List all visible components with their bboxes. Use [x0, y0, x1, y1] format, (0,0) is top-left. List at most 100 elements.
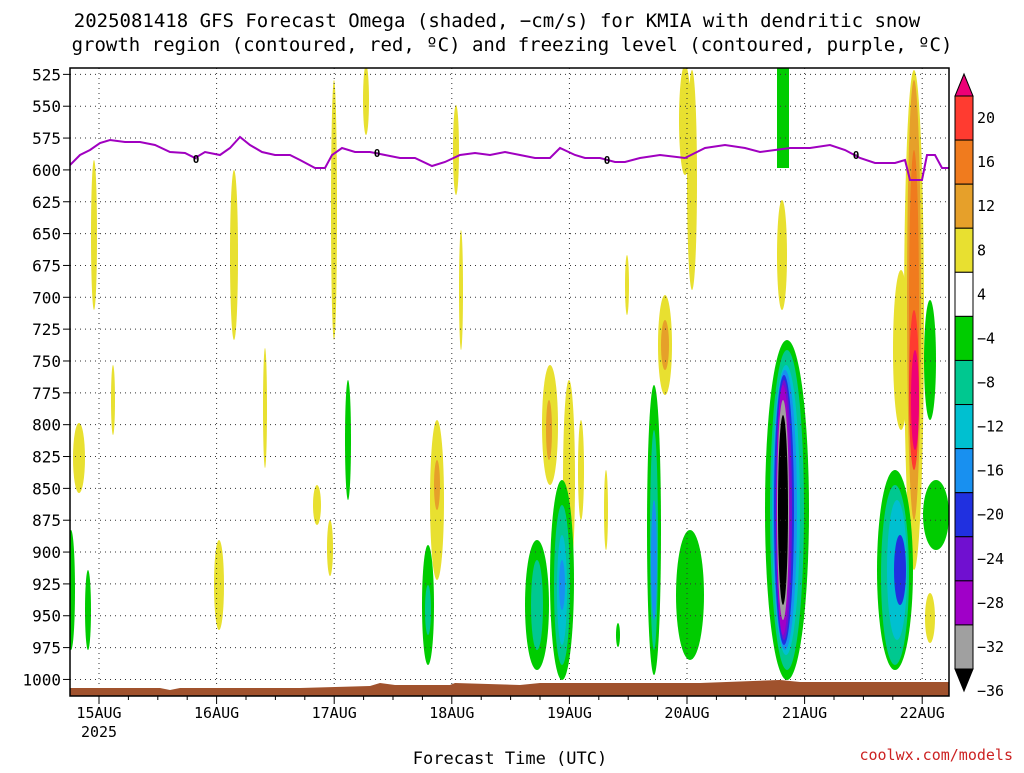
- omega-blob: [327, 520, 333, 576]
- colorbar-tick-label: −36: [977, 682, 1004, 700]
- freezing-level-labels: 0 0 0 0: [193, 147, 860, 167]
- omega-blob: [911, 350, 919, 450]
- omega-blob: [434, 460, 440, 510]
- x-tick-label: 18AUG: [429, 704, 474, 722]
- colorbar-tick-label: −32: [977, 638, 1004, 656]
- y-tick-label: 675: [32, 256, 61, 275]
- omega-blob: [546, 400, 552, 460]
- colorbar-tick-label: 12: [977, 197, 995, 215]
- omega-blob: [559, 560, 565, 610]
- colorbar-segment: [954, 139, 974, 185]
- x-tick-label: 17AUG: [312, 704, 357, 722]
- omega-blob: [604, 470, 608, 550]
- colorbar-bottom-arrow: [954, 668, 974, 693]
- omega-blob: [578, 420, 584, 520]
- y-tick-label: 750: [32, 352, 61, 371]
- y-tick-label: 900: [32, 543, 61, 562]
- y-tick-label: 975: [32, 639, 61, 658]
- colorbar-segment: [954, 624, 974, 670]
- y-tick-label: 875: [32, 511, 61, 530]
- omega-blob: [894, 535, 906, 605]
- omega-blob: [313, 485, 321, 525]
- y-tick-label: 950: [32, 607, 61, 626]
- omega-blob: [214, 540, 224, 630]
- chart-title: 2025081418 GFS Forecast Omega (shaded, −…: [72, 10, 953, 56]
- y-tick-label: 625: [32, 193, 61, 212]
- colorbar-tick-label: −8: [977, 374, 995, 392]
- y-tick-label: 925: [32, 575, 61, 594]
- omega-blob: [70, 530, 75, 650]
- x-tick-label: 19AUG: [547, 704, 592, 722]
- x-axis: 15AUG 16AUG 17AUG 18AUG 19AUG 20AUG 21AUG 22AUG: [76, 696, 945, 722]
- omega-blob: [363, 68, 369, 135]
- x-axis-year-label: 2025: [81, 723, 117, 741]
- omega-blob: [459, 230, 463, 350]
- colorbar-segment: [954, 359, 974, 406]
- omega-blob: [625, 255, 629, 315]
- colorbar-segment: [954, 448, 974, 494]
- y-tick-label: 725: [32, 320, 61, 339]
- chart-title-line-2: growth region (contoured, red, ºC) and f…: [72, 34, 953, 56]
- omega-blob: [331, 80, 337, 340]
- colorbar-tick-label: 8: [977, 241, 986, 259]
- omega-blob: [263, 348, 267, 468]
- y-axis: 525 550 575 600 625 650 675 700 725 750 775 800 825 8…: [22, 65, 70, 689]
- colorbar-tick-label: 16: [977, 153, 995, 171]
- omega-blob: [651, 500, 657, 620]
- colorbar-segment: [954, 315, 974, 361]
- omega-blob: [230, 170, 238, 340]
- colorbar-segment: [954, 183, 974, 229]
- colorbar-tick-label: −24: [977, 550, 1004, 568]
- colorbar-tick-label: −12: [977, 418, 1004, 436]
- colorbar-segment: [954, 536, 974, 582]
- colorbar-tick-label: −28: [977, 594, 1004, 612]
- y-tick-label: 700: [32, 288, 61, 307]
- freezing-level-label: 0: [853, 149, 860, 162]
- credit-text: coolwx.com/models: [859, 746, 1013, 764]
- colorbar-tick-label: 20: [977, 109, 995, 127]
- y-tick-label: 575: [32, 129, 61, 148]
- omega-blob: [616, 623, 620, 647]
- x-tick-label: 16AUG: [194, 704, 239, 722]
- omega-blob: [661, 320, 669, 370]
- y-tick-label: 650: [32, 225, 61, 244]
- colorbar-tick-label: −4: [977, 329, 995, 347]
- colorbar-tick-label: −20: [977, 506, 1004, 524]
- y-tick-label: 775: [32, 384, 61, 403]
- colorbar: 20 16 12 8 4 −4 −8 −12 −16 −20 −24 −28 −32 −36: [954, 72, 1004, 700]
- omega-blob: [85, 570, 91, 650]
- omega-blob: [777, 68, 789, 168]
- y-tick-label: 600: [32, 161, 61, 180]
- colorbar-tick-label: −16: [977, 462, 1004, 480]
- freezing-level-label: 0: [604, 154, 611, 167]
- colorbar-segment: [954, 492, 974, 538]
- omega-blob: [345, 380, 351, 500]
- colorbar-top-arrow: [954, 72, 974, 97]
- omega-blob: [111, 365, 115, 435]
- y-tick-label: 525: [32, 65, 61, 84]
- omega-blob: [778, 415, 788, 605]
- freezing-level-contour: [70, 135, 949, 181]
- omega-blob: [425, 585, 431, 635]
- colorbar-segment: [954, 271, 974, 317]
- y-tick-label: 550: [32, 97, 61, 116]
- y-tick-label: 1000: [22, 670, 61, 689]
- chart-title-line-1: 2025081418 GFS Forecast Omega (shaded, −…: [74, 10, 921, 32]
- omega-blob: [676, 530, 704, 660]
- y-tick-label: 825: [32, 448, 61, 467]
- colorbar-tick-label: 4: [977, 285, 986, 303]
- omega-blob: [923, 480, 949, 550]
- y-tick-label: 800: [32, 416, 61, 435]
- omega-blob: [453, 105, 459, 195]
- omega-blob: [73, 423, 85, 493]
- colorbar-segment: [954, 227, 974, 273]
- colorbar-segment: [954, 404, 974, 450]
- omega-blob: [91, 160, 97, 310]
- colorbar-segment: [954, 580, 974, 626]
- x-tick-label: 22AUG: [900, 704, 945, 722]
- freezing-level-label: 0: [193, 153, 200, 166]
- colorbar-segment: [954, 95, 974, 141]
- omega-blob: [924, 300, 936, 420]
- y-tick-label: 850: [32, 479, 61, 498]
